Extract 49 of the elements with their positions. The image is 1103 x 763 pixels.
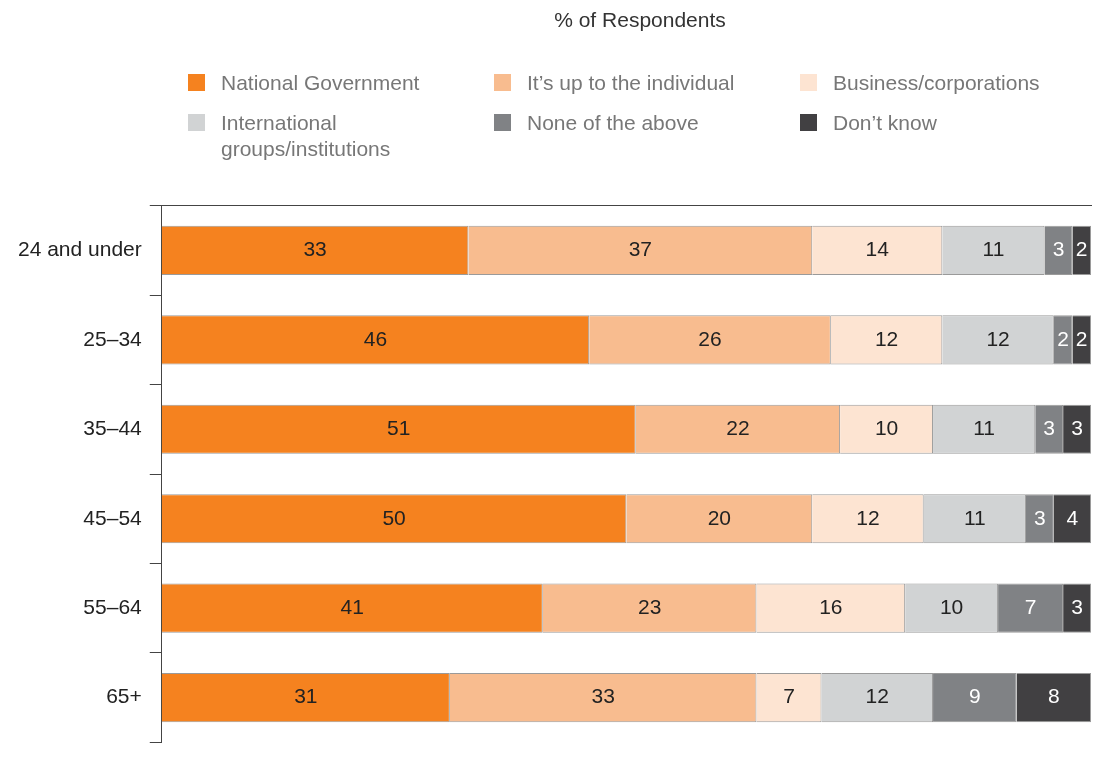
data-label: 33 bbox=[303, 237, 327, 261]
data-label: 2 bbox=[1075, 237, 1088, 261]
data-label: 2 bbox=[1057, 326, 1069, 350]
data-label: 23 bbox=[637, 595, 662, 618]
y-tick-label: 65+ bbox=[106, 684, 142, 708]
chart-title: % of Respondents bbox=[553, 8, 727, 32]
data-label: 4 bbox=[1066, 505, 1079, 529]
y-tick-label: 55–64 bbox=[83, 595, 143, 618]
data-label: 51 bbox=[387, 416, 411, 440]
data-label: 41 bbox=[340, 595, 364, 618]
data-label: 20 bbox=[707, 505, 731, 529]
data-label: 7 bbox=[783, 684, 795, 708]
data-label: 26 bbox=[698, 326, 722, 350]
data-label: 11 bbox=[963, 505, 986, 529]
data-label: 46 bbox=[363, 326, 388, 350]
data-label: 8 bbox=[1047, 684, 1060, 708]
data-label: 3 bbox=[1071, 595, 1083, 618]
data-label: 12 bbox=[874, 326, 899, 350]
data-label: 3 bbox=[1034, 505, 1046, 529]
data-label: 12 bbox=[865, 684, 889, 708]
data-label: 12 bbox=[986, 326, 1010, 350]
data-label: 3 bbox=[1052, 237, 1065, 261]
data-label: 10 bbox=[939, 595, 964, 618]
data-label: 3 bbox=[1043, 416, 1056, 440]
data-label: 3 bbox=[1071, 416, 1083, 440]
data-label: 12 bbox=[856, 505, 880, 529]
legend-label: Business/corporations bbox=[833, 70, 1041, 96]
data-label: 11 bbox=[982, 237, 1005, 261]
legend-label: None of the above bbox=[527, 110, 700, 136]
data-label: 9 bbox=[969, 684, 981, 708]
data-label: 7 bbox=[1024, 595, 1037, 618]
data-label: 11 bbox=[973, 416, 996, 440]
data-label: 16 bbox=[819, 595, 843, 618]
data-label: 14 bbox=[865, 237, 890, 261]
data-label: 50 bbox=[382, 505, 406, 529]
legend-label: Don’t know bbox=[833, 110, 938, 136]
data-label: 2 bbox=[1075, 326, 1088, 350]
legend-label: International groups/institutions bbox=[221, 110, 392, 162]
y-tick-label: 35–44 bbox=[83, 416, 143, 440]
data-label: 10 bbox=[874, 416, 899, 440]
data-label: 33 bbox=[591, 684, 615, 708]
legend-label: National Government bbox=[221, 70, 421, 96]
y-tick-label: 25–34 bbox=[83, 326, 143, 350]
legend-label: It’s up to the individual bbox=[527, 70, 736, 96]
data-label: 31 bbox=[294, 684, 318, 708]
y-tick-label: 24 and under bbox=[17, 237, 142, 261]
data-label: 22 bbox=[726, 416, 750, 440]
y-tick-label: 45–54 bbox=[83, 505, 143, 529]
data-label: 37 bbox=[628, 237, 653, 261]
